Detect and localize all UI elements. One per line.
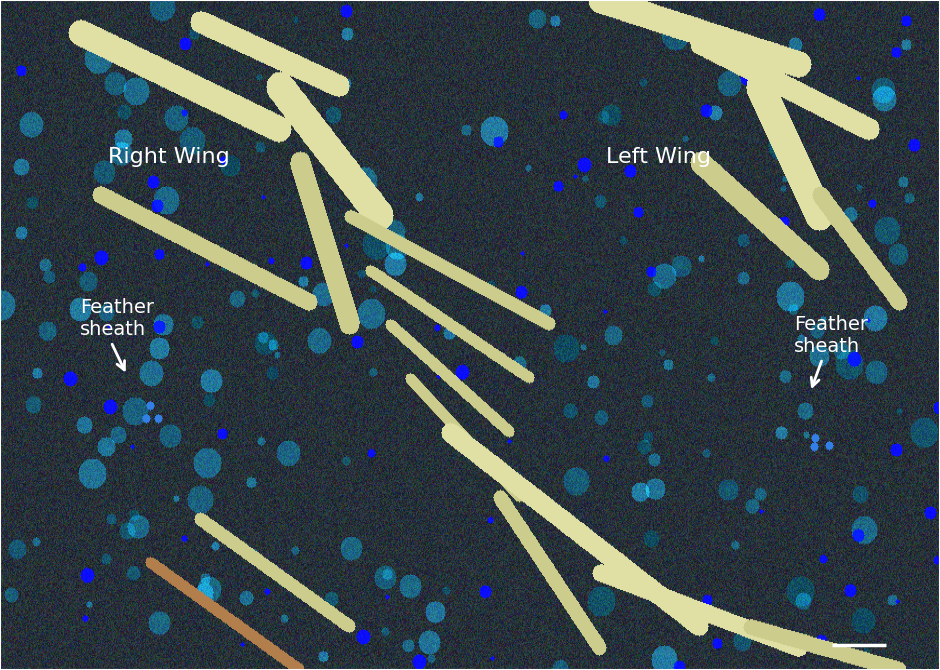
Text: Right Wing: Right Wing [108, 147, 230, 168]
Text: Left Wing: Left Wing [606, 147, 712, 168]
Text: Feather
sheath: Feather sheath [794, 315, 869, 356]
Text: Feather
sheath: Feather sheath [80, 298, 154, 339]
